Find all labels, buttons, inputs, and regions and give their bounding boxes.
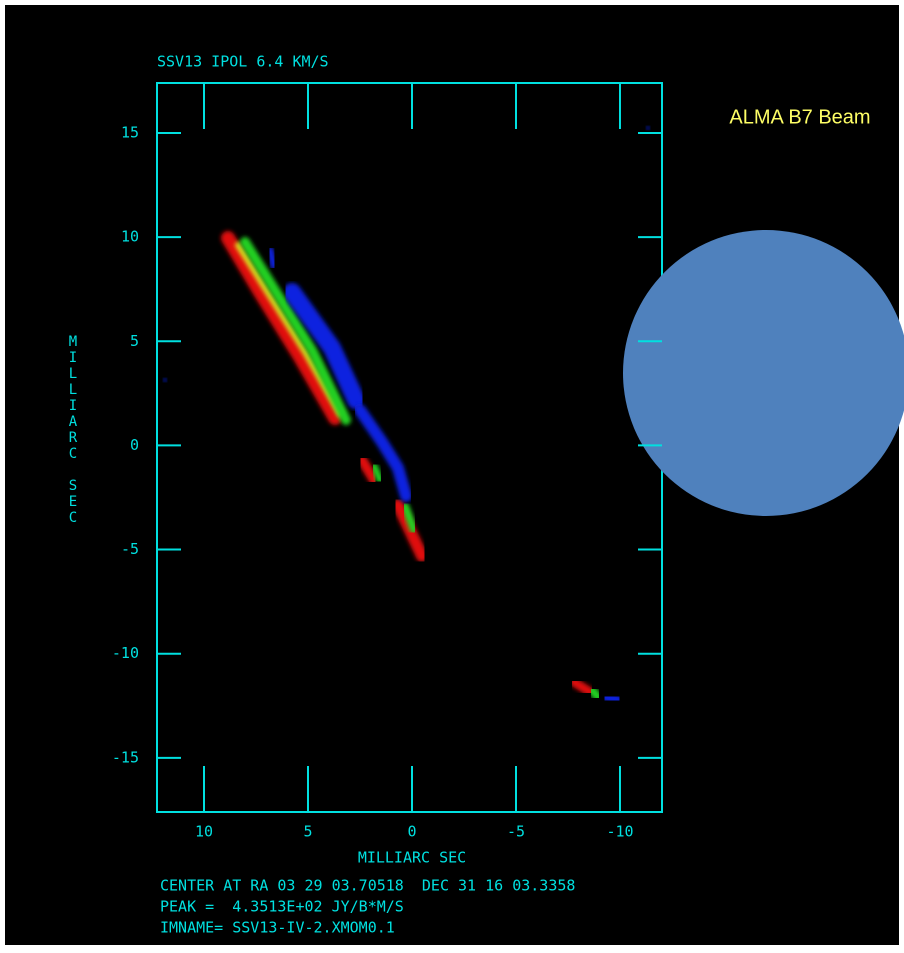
y-tick-label: 10 (121, 228, 139, 246)
y-tick-label: 15 (121, 123, 139, 141)
x-tick-label: -5 (507, 823, 525, 841)
x-tick-label: 0 (407, 823, 416, 841)
beam-circle (623, 230, 904, 516)
chart: SSV13 IPOL 6.4 KM/S MILLIARC SEC CENTER … (0, 0, 904, 953)
x-axis-label: MILLIARC SEC (358, 849, 466, 867)
x-tick-label: -10 (606, 823, 633, 841)
plot-title: SSV13 IPOL 6.4 KM/S (157, 53, 329, 71)
footer-line: CENTER AT RA 03 29 03.70518 DEC 31 16 03… (160, 877, 575, 895)
screenshot: SSV13 IPOL 6.4 KM/S MILLIARC SEC CENTER … (0, 0, 904, 953)
y-tick-label: -5 (121, 540, 139, 558)
x-tick-label: 10 (195, 823, 213, 841)
y-tick-label: 5 (130, 332, 139, 350)
y-tick-label: -15 (112, 748, 139, 766)
footer-line: PEAK = 4.3513E+02 JY/B*M/S (160, 898, 404, 916)
y-tick-label: -10 (112, 644, 139, 662)
footer-line: IMNAME= SSV13-IV-2.XMOM0.1 (160, 919, 395, 937)
x-tick-label: 5 (303, 823, 312, 841)
beam-annotation: ALMA B7 Beam (729, 106, 870, 128)
y-tick-label: 0 (130, 436, 139, 454)
y-axis-label: MILLIARC SEC (62, 334, 80, 526)
